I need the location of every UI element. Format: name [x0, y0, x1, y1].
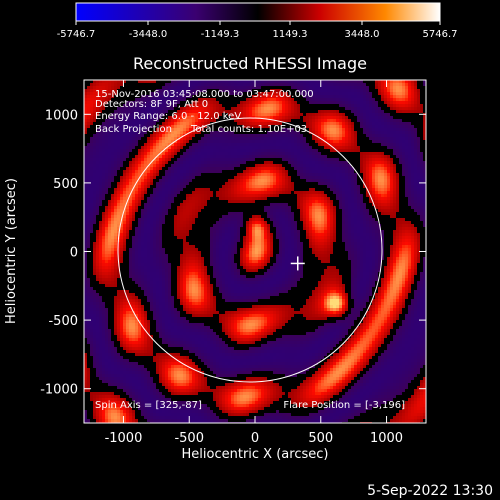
x-tick-label: 0 [251, 431, 259, 446]
y-tick-label: 0 [70, 246, 78, 261]
y-axis-label: Heliocentric Y (arcsec) [4, 178, 19, 324]
colorbar-tick-label: -1149.3 [201, 29, 240, 40]
colorbar-tick-label: 3448.0 [345, 29, 380, 40]
info-block: 15-Nov-2016 03:45:08.000 to 03:47:00.000… [95, 89, 314, 135]
info-line-detectors: Detectors: 8F 9F, Att 0 [95, 99, 208, 110]
chart-title: Reconstructed RHESSI Image [133, 54, 367, 73]
y-axis-ticks: 1000 500 0 -500 -1000 [40, 108, 426, 398]
spin-axis-label: Spin Axis = [325,-87] [95, 400, 202, 411]
info-line-method: Back Projection Total counts: 1.10E+03 [95, 124, 307, 135]
y-tick-label: 1000 [45, 108, 78, 123]
colorbar-tick-label: 1149.3 [273, 29, 308, 40]
info-line-energy: Energy Range: 6.0 - 12.0 keV [95, 111, 241, 122]
x-tick-label: 1000 [370, 431, 403, 446]
colorbar-tick-label: 5746.7 [423, 29, 458, 40]
heatmap-image [84, 80, 426, 423]
y-tick-label: 500 [53, 177, 78, 192]
solar-disk-circle [117, 117, 383, 383]
colorbar-tick-label: -5746.7 [57, 29, 96, 40]
flare-marker [290, 256, 305, 271]
colorbar-ticks: -5746.7 -3448.0 -1149.3 1149.3 3448.0 5746.7 [57, 21, 458, 40]
x-tick-label: -1000 [105, 431, 143, 446]
info-line-time: 15-Nov-2016 03:45:08.000 to 03:47:00.000 [95, 89, 314, 100]
y-tick-label: -1000 [40, 383, 78, 398]
x-tick-label: 500 [308, 431, 333, 446]
flare-position-label: Flare Position = [-3,196] [283, 400, 405, 411]
y-tick-label: -500 [48, 314, 78, 329]
colorbar-tick-label: -3448.0 [129, 29, 168, 40]
x-axis-ticks: -1000 -500 0 500 1000 [105, 80, 403, 446]
x-axis-label: Heliocentric X (arcsec) [182, 447, 329, 462]
colorbar [75, 2, 441, 22]
x-tick-label: -500 [174, 431, 204, 446]
date-stamp: 5-Sep-2022 13:30 [367, 483, 493, 499]
